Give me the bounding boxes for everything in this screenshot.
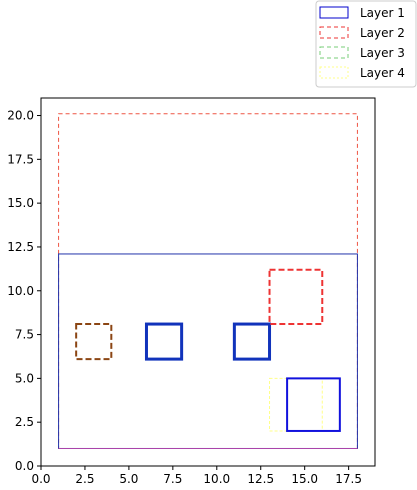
- y-tick-label-7: 17.5: [7, 152, 34, 166]
- x-tick-label-0: 0.0: [31, 472, 50, 486]
- chart-rect-5: [232, 322, 272, 361]
- x-tick-label-2: 5.0: [119, 472, 138, 486]
- x-tick-label-7: 17.5: [335, 472, 362, 486]
- legend-swatch-layer-4: [319, 66, 349, 79]
- plot-area-frame: [40, 97, 376, 467]
- y-tick-label-1: 2.5: [15, 415, 34, 429]
- x-tick-label-4: 10.0: [203, 472, 230, 486]
- chart-rect-3: [75, 323, 113, 361]
- y-tick-label-5: 12.5: [7, 240, 34, 254]
- x-tick-label-5: 12.5: [247, 472, 274, 486]
- legend-label-layer-2: Layer 2: [360, 26, 405, 40]
- y-tick-label-3: 7.5: [15, 328, 34, 342]
- chart-rect-1: [58, 253, 358, 449]
- chart-rect-8: [286, 377, 341, 432]
- y-tick-label-0: 0.0: [15, 459, 34, 473]
- legend-swatch-layer-1: [319, 6, 349, 19]
- legend-box: [315, 0, 417, 88]
- x-axis: 0.0 2.5 5.0 7.5 10.0 12.5 15.0 17.5: [31, 466, 362, 486]
- legend-swatch-layer-2: [319, 26, 349, 39]
- legend-label-layer-3: Layer 3: [360, 46, 405, 60]
- y-tick-label-6: 15.0: [7, 196, 34, 210]
- x-tick-label-3: 7.5: [163, 472, 182, 486]
- legend-label-layer-1: Layer 1: [360, 6, 405, 20]
- chart-rect-0: [58, 113, 358, 449]
- legend-label-layer-4: Layer 4: [360, 66, 405, 80]
- plot-marks: [58, 113, 358, 449]
- legend-swatch-layer-3: [319, 46, 349, 59]
- y-tick-label-8: 20.0: [7, 109, 34, 123]
- x-tick-label-1: 2.5: [75, 472, 94, 486]
- y-axis: 0.0 2.5 5.0 7.5 10.0 12.5 15.0 17.5 20.0: [7, 109, 41, 473]
- y-tick-label-2: 5.0: [15, 371, 34, 385]
- chart-rect-6: [268, 268, 324, 326]
- chart-rect-7: [269, 377, 323, 432]
- x-tick-label-6: 15.0: [291, 472, 318, 486]
- legend: Layer 1 Layer 2 Layer 3 Layer 4: [315, 0, 417, 88]
- y-tick-label-4: 10.0: [7, 284, 34, 298]
- chart-rect-4: [144, 322, 184, 361]
